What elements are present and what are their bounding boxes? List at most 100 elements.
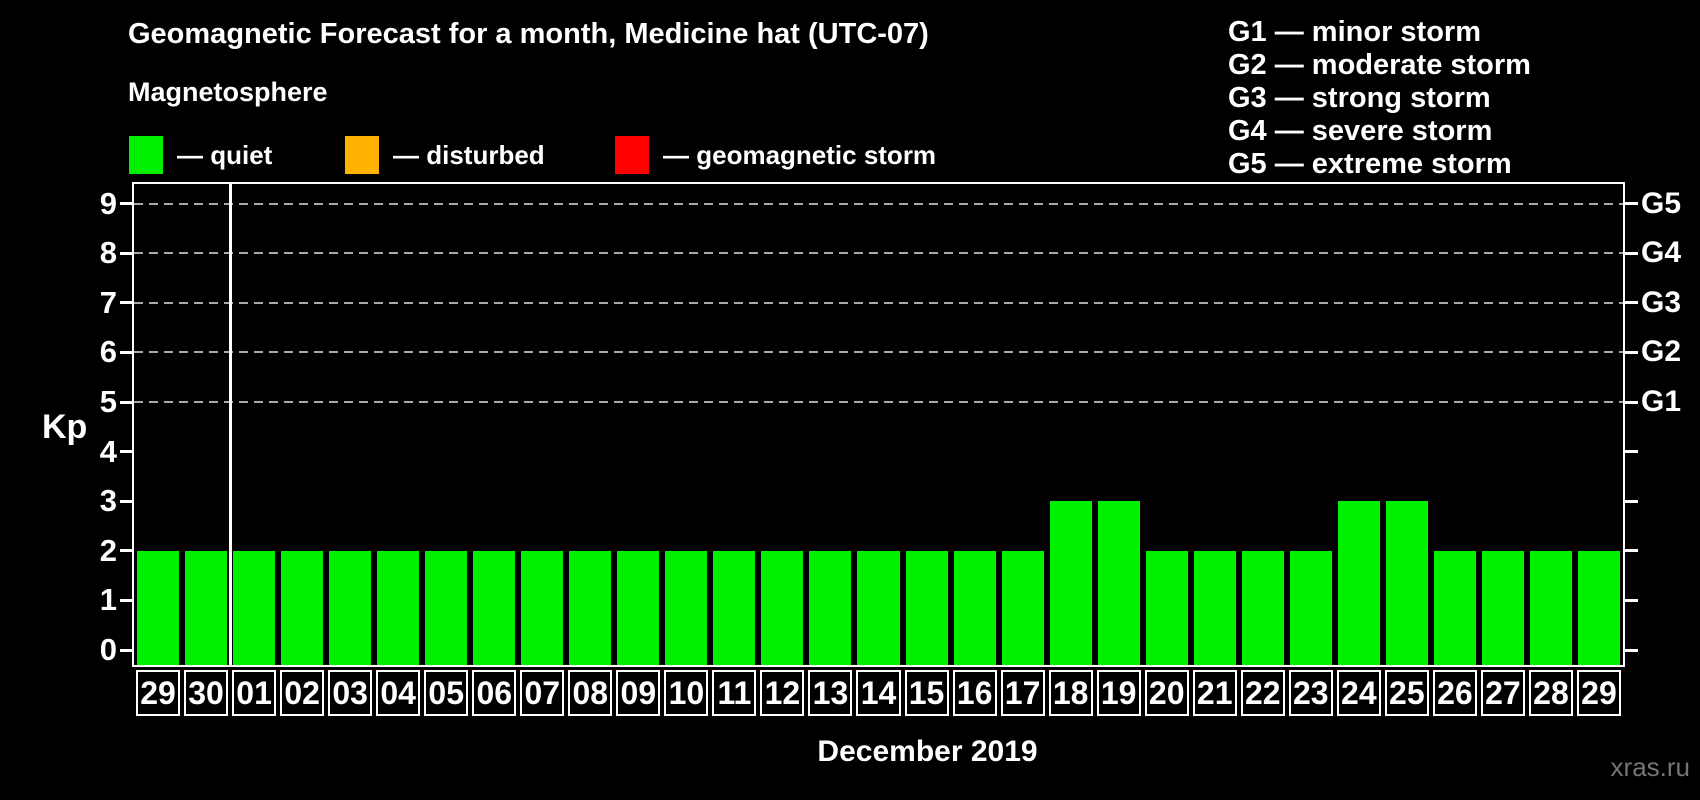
day-box-07: 07 bbox=[520, 670, 565, 716]
y-axis-tick-right-1 bbox=[1625, 598, 1638, 602]
legend-label-geomagnetic-storm: — geomagnetic storm bbox=[663, 140, 937, 170]
day-box-19: 19 bbox=[1096, 670, 1141, 716]
y-axis-value-2: 2 bbox=[99, 532, 117, 568]
gridline-kp8 bbox=[134, 252, 1623, 255]
storm-scale-g2: G2 — moderate storm bbox=[1228, 49, 1531, 81]
gridline-kp6 bbox=[134, 351, 1623, 354]
y-axis-tick-left-5 bbox=[120, 400, 132, 404]
day-box-01: 01 bbox=[232, 670, 277, 716]
storm-scale-g5: G5 — extreme storm bbox=[1228, 148, 1512, 180]
kp-bar-day-08 bbox=[569, 550, 612, 665]
kp-bar-day-05 bbox=[425, 550, 468, 665]
day-box-09: 09 bbox=[616, 670, 661, 716]
plot-area bbox=[132, 182, 1625, 667]
gridline-kp7 bbox=[134, 301, 1623, 304]
day-box-20: 20 bbox=[1144, 670, 1189, 716]
kp-bar-day-25 bbox=[1385, 501, 1428, 665]
kp-bar-day-27 bbox=[1481, 550, 1524, 665]
kp-bar-day-17 bbox=[1001, 550, 1044, 665]
y-axis-tick-right-6 bbox=[1625, 350, 1638, 354]
y-axis-tick-left-1 bbox=[120, 598, 132, 602]
day-box-11: 11 bbox=[712, 670, 757, 716]
day-box-03: 03 bbox=[328, 670, 373, 716]
y-axis-tick-left-9 bbox=[120, 202, 132, 206]
y-axis-tick-right-3 bbox=[1625, 499, 1638, 503]
kp-bar-day-20 bbox=[1145, 550, 1188, 665]
y-axis-value-3: 3 bbox=[99, 483, 117, 519]
day-box-25: 25 bbox=[1384, 670, 1429, 716]
y-axis-tick-right-2 bbox=[1625, 549, 1638, 553]
legend-swatch-geomagnetic-storm bbox=[615, 136, 649, 174]
day-box-15: 15 bbox=[904, 670, 949, 716]
storm-scale-g4: G4 — severe storm bbox=[1228, 115, 1493, 147]
kp-bar-day-24 bbox=[1337, 501, 1380, 665]
kp-bar-day-06 bbox=[473, 550, 516, 665]
y-axis-tick-left-4 bbox=[120, 450, 132, 454]
month-separator-line bbox=[228, 184, 232, 665]
kp-bar-day-03 bbox=[329, 550, 372, 665]
kp-bar-day-10 bbox=[665, 550, 708, 665]
kp-bar-day-21 bbox=[1193, 550, 1236, 665]
kp-bar-day-02 bbox=[281, 550, 324, 665]
day-box-28: 28 bbox=[1528, 670, 1573, 716]
kp-bar-day-09 bbox=[617, 550, 660, 665]
x-axis-label: December 2019 bbox=[817, 735, 1038, 768]
right-axis-label-g2: G2 bbox=[1641, 335, 1682, 369]
y-axis-tick-left-3 bbox=[120, 499, 132, 503]
kp-bar-day-13 bbox=[809, 550, 852, 665]
y-axis-tick-right-8 bbox=[1625, 251, 1638, 255]
day-box-02: 02 bbox=[280, 670, 325, 716]
y-axis-value-0: 0 bbox=[99, 632, 117, 667]
magnetosphere-legend-title: Magnetosphere bbox=[128, 77, 328, 107]
kp-bar-day-01 bbox=[233, 550, 276, 665]
kp-bar-day-04 bbox=[377, 550, 420, 665]
gridline-kp5 bbox=[134, 401, 1623, 403]
storm-scale-g1: G1 — minor storm bbox=[1228, 16, 1481, 48]
y-axis-tick-right-4 bbox=[1625, 450, 1638, 454]
kp-bar-day-23 bbox=[1289, 550, 1332, 665]
legend-label-disturbed: — disturbed bbox=[393, 140, 545, 170]
day-box-05: 05 bbox=[424, 670, 469, 716]
day-box-12: 12 bbox=[760, 670, 805, 716]
day-box-13: 13 bbox=[808, 670, 853, 716]
y-axis-value-8: 8 bbox=[99, 235, 117, 271]
y-axis-tick-right-9 bbox=[1625, 202, 1638, 206]
kp-bar-day-07 bbox=[521, 550, 564, 665]
day-box-27: 27 bbox=[1480, 670, 1525, 716]
kp-bar-day-22 bbox=[1241, 550, 1284, 665]
y-axis-tick-left-2 bbox=[120, 549, 132, 553]
kp-bar-day-29 bbox=[137, 550, 180, 665]
legend-swatch-disturbed bbox=[345, 136, 379, 174]
day-box-24: 24 bbox=[1336, 670, 1381, 716]
y-axis-value-1: 1 bbox=[99, 582, 117, 618]
kp-bar-day-19 bbox=[1097, 501, 1140, 665]
day-box-21: 21 bbox=[1192, 670, 1237, 716]
day-box-29-prev: 29 bbox=[136, 670, 181, 716]
kp-bar-day-30 bbox=[185, 550, 228, 665]
kp-bar-day-14 bbox=[857, 550, 900, 665]
day-box-29: 29 bbox=[1576, 670, 1621, 716]
kp-bar-day-26 bbox=[1433, 550, 1476, 665]
y-axis-tick-left-0 bbox=[120, 648, 132, 652]
kp-bar-day-29 bbox=[1577, 550, 1620, 665]
day-box-16: 16 bbox=[952, 670, 997, 716]
storm-scale-g3: G3 — strong storm bbox=[1228, 82, 1491, 114]
day-box-26: 26 bbox=[1432, 670, 1477, 716]
kp-bar-day-28 bbox=[1529, 550, 1572, 665]
legend-swatch-quiet bbox=[129, 136, 163, 174]
y-axis-value-4: 4 bbox=[99, 433, 117, 469]
y-axis-tick-left-8 bbox=[120, 251, 132, 255]
y-axis-tick-left-6 bbox=[120, 350, 132, 354]
y-axis-value-6: 6 bbox=[99, 334, 117, 370]
watermark: xras.ru bbox=[1610, 752, 1690, 782]
day-box-22: 22 bbox=[1240, 670, 1285, 716]
right-axis-label-g5: G5 bbox=[1641, 186, 1682, 220]
day-box-17: 17 bbox=[1000, 670, 1045, 716]
kp-bar-day-12 bbox=[761, 550, 804, 665]
y-axis-tick-right-5 bbox=[1625, 400, 1638, 404]
kp-bar-day-11 bbox=[713, 550, 756, 665]
day-box-30-prev: 30 bbox=[184, 670, 229, 716]
y-axis-value-9: 9 bbox=[99, 185, 117, 221]
day-box-08: 08 bbox=[568, 670, 613, 716]
